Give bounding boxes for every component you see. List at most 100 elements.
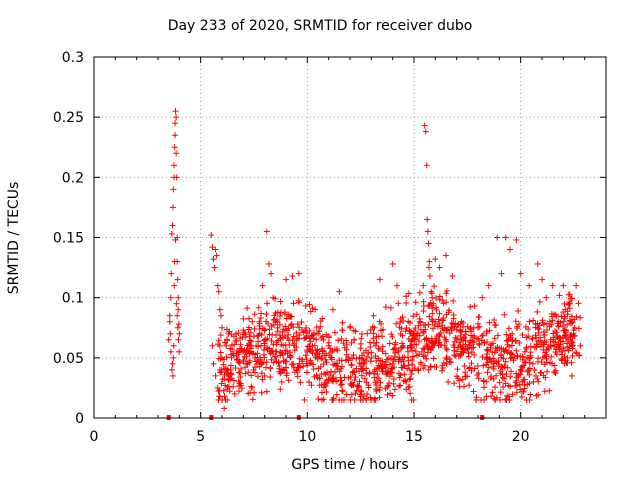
data-point [285, 377, 292, 384]
data-point [250, 333, 257, 340]
data-point [423, 162, 430, 169]
data-point [375, 375, 382, 382]
data-point [513, 382, 520, 389]
data-point [416, 289, 423, 296]
data-point [351, 396, 358, 403]
data-point [356, 378, 363, 385]
data-point [467, 303, 474, 310]
x-tick-label: 10 [298, 429, 316, 445]
data-point [412, 336, 419, 343]
data-point [402, 328, 409, 335]
data-point [526, 365, 533, 372]
data-point [343, 337, 350, 344]
data-point [407, 375, 414, 382]
data-point [240, 331, 247, 338]
data-point [568, 372, 575, 379]
data-point [281, 333, 288, 340]
data-point [249, 396, 256, 403]
data-point [508, 350, 515, 357]
data-point [382, 359, 389, 366]
data-point [167, 330, 174, 337]
data-point [263, 228, 270, 235]
data-point [443, 252, 449, 259]
data-point [261, 342, 268, 349]
data-point [209, 244, 216, 251]
data-point [385, 382, 392, 389]
data-point [333, 378, 340, 385]
data-point [484, 369, 491, 376]
data-point [454, 366, 461, 373]
data-point [306, 379, 313, 386]
data-point [533, 334, 540, 341]
data-point [334, 347, 341, 354]
data-point [564, 311, 571, 318]
data-point [474, 362, 481, 369]
data-point [174, 276, 181, 283]
data-point [309, 350, 316, 357]
data-point [479, 294, 486, 301]
data-point [503, 370, 510, 377]
data-point [398, 345, 405, 352]
data-point [251, 311, 258, 318]
data-point [262, 364, 269, 371]
data-point [308, 382, 315, 389]
data-point [365, 384, 372, 391]
data-point [295, 335, 302, 342]
data-point [420, 345, 427, 352]
chart-title: Day 233 of 2020, SRMTID for receiver dub… [167, 18, 473, 34]
data-point [469, 339, 476, 346]
data-point [534, 376, 541, 383]
data-point [409, 361, 416, 368]
data-point [217, 349, 224, 356]
data-point [383, 371, 390, 378]
data-point [357, 340, 364, 347]
data-point [420, 365, 427, 372]
data-point [303, 369, 310, 376]
data-point [213, 252, 220, 259]
data-point [507, 368, 514, 375]
data-point [551, 362, 558, 369]
data-point [320, 396, 327, 403]
data-point [391, 353, 398, 360]
data-point [295, 299, 302, 306]
data-point [392, 339, 399, 346]
data-point [449, 273, 456, 280]
y-tick-label: 0.05 [53, 351, 84, 367]
data-point [462, 328, 469, 335]
data-point [358, 366, 365, 373]
data-point [339, 327, 346, 334]
data-point [340, 340, 347, 347]
data-point [323, 388, 330, 395]
data-point [255, 338, 262, 345]
data-point [507, 355, 514, 362]
data-point [406, 342, 413, 349]
data-point [426, 313, 433, 320]
data-point [566, 343, 573, 350]
data-point [216, 306, 223, 313]
data-point [427, 273, 433, 280]
data-point [453, 348, 460, 355]
data-point [517, 270, 524, 277]
data-point [503, 396, 510, 403]
data-point [400, 362, 407, 369]
data-point [425, 264, 432, 271]
data-point [416, 315, 423, 322]
data-point [517, 366, 524, 373]
data-point [242, 370, 249, 377]
data-point [555, 335, 562, 342]
data-point [287, 313, 294, 320]
data-point [363, 353, 370, 360]
data-point [543, 320, 550, 327]
data-point [427, 299, 434, 306]
data-point [246, 348, 253, 355]
data-point [479, 332, 486, 339]
data-point [372, 386, 379, 393]
data-point [290, 333, 297, 340]
data-point [170, 342, 177, 349]
data-point [360, 392, 367, 399]
data-point [295, 270, 302, 277]
data-point [570, 342, 577, 349]
data-point [306, 343, 313, 350]
data-point [212, 246, 219, 253]
data-point [526, 380, 533, 387]
